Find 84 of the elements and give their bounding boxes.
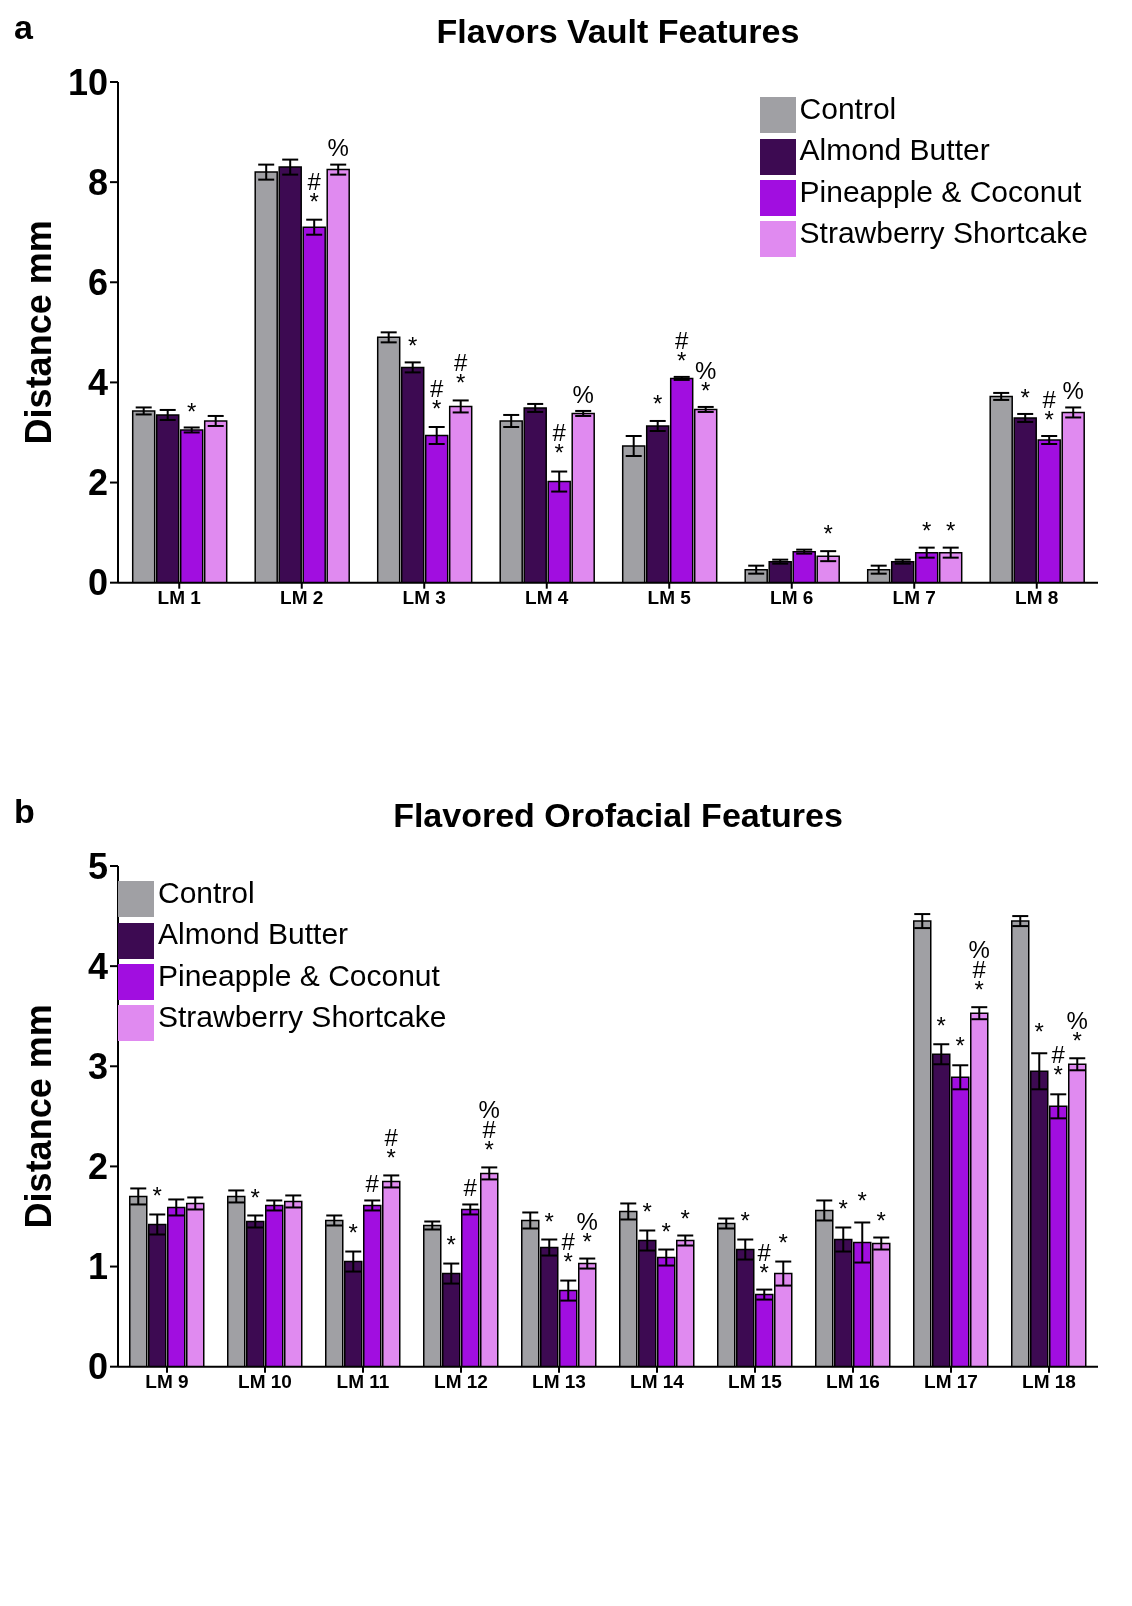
data-label: * (152, 1182, 162, 1210)
legend-label: Strawberry Shortcake (158, 999, 447, 1033)
legend-label: Almond Butter (799, 133, 990, 167)
chart-title: Flavors Vault Features (435, 12, 801, 51)
x-tick-label: LM 6 (770, 587, 814, 609)
y-tick-label: 5 (87, 845, 108, 887)
y-tick-label: 4 (87, 362, 108, 404)
legend-label: Control (799, 92, 897, 125)
data-label: * (946, 516, 956, 544)
data-label: # * (552, 419, 567, 467)
x-tick-label: LM 2 (280, 587, 324, 609)
data-label: * (653, 390, 663, 418)
data-label: % # * (478, 1096, 500, 1164)
data-label: * (446, 1231, 456, 1259)
y-tick-label: 0 (87, 1346, 108, 1388)
y-tick-label: 1 (87, 1246, 108, 1288)
data-label: * (1020, 383, 1030, 411)
x-tick-label: LM 1 (157, 587, 202, 609)
data-label: * (922, 516, 932, 544)
data-label: % (1062, 376, 1084, 404)
data-label: # * (307, 168, 322, 216)
y-tick-label: 10 (67, 61, 108, 103)
data-label: # (365, 1169, 380, 1197)
data-label: * (740, 1207, 750, 1235)
x-tick-label: LM 8 (1015, 587, 1059, 609)
chart-title: Flavored Orofacial Features (392, 796, 844, 835)
data-label: * (876, 1206, 886, 1234)
data-label: * (857, 1186, 867, 1214)
data-label: * (936, 1011, 946, 1039)
data-label: # (463, 1173, 478, 1201)
x-tick-label: LM 16 (826, 1371, 880, 1393)
data-label: # * (1042, 385, 1057, 433)
y-tick-label: 4 (87, 945, 108, 987)
text: * (1034, 1018, 1044, 1046)
x-tick-label: LM 17 (924, 1371, 978, 1393)
legend-label: Pineapple & Coconut (158, 958, 440, 992)
data-label: * (955, 1032, 965, 1060)
y-tick-label: 2 (87, 462, 108, 504)
legend-label: Almond Butter (158, 917, 349, 951)
data-label: * (250, 1184, 260, 1212)
text: * (778, 1228, 788, 1256)
text: b (14, 792, 35, 831)
data-label: % # * (968, 936, 990, 1004)
x-tick-label: LM 15 (728, 1371, 783, 1393)
data-label: * (408, 331, 418, 359)
data-label: % * (695, 357, 717, 405)
legend-label: Control (158, 876, 255, 909)
text: a (14, 8, 33, 47)
x-tick-label: LM 12 (434, 1371, 488, 1393)
data-label: * (642, 1198, 652, 1226)
data-label: % (572, 381, 594, 409)
y-axis-title: Distance mm (17, 1004, 59, 1229)
y-tick-label: 3 (87, 1046, 108, 1088)
data-label: # * (675, 327, 690, 375)
data-label: * (187, 397, 197, 425)
x-tick-label: LM 18 (1022, 1371, 1076, 1393)
legend-label: Strawberry Shortcake (799, 215, 1088, 249)
data-label: % * (576, 1207, 598, 1255)
x-tick-label: LM 9 (145, 1371, 189, 1393)
y-tick-label: 0 (87, 562, 108, 604)
x-tick-label: LM 4 (525, 587, 569, 609)
data-label: * (348, 1219, 358, 1247)
data-label: * (661, 1217, 671, 1245)
y-tick-label: 6 (87, 262, 108, 304)
x-tick-label: LM 5 (647, 587, 692, 609)
data-label: # * (430, 375, 445, 423)
x-tick-label: LM 11 (336, 1371, 390, 1393)
x-tick-label: LM 3 (402, 587, 446, 609)
x-tick-label: LM 7 (892, 587, 936, 609)
data-label: # * (454, 349, 469, 397)
data-label: # * (384, 1124, 399, 1172)
x-tick-label: LM 13 (532, 1371, 586, 1393)
data-label: % * (1066, 1007, 1088, 1055)
y-tick-label: 8 (87, 161, 108, 203)
legend-label: Pineapple & Coconut (799, 174, 1082, 208)
y-axis-title: Distance mm (17, 220, 59, 445)
data-label: * (823, 520, 833, 548)
data-label: % (327, 133, 349, 161)
x-tick-label: LM 10 (238, 1371, 292, 1393)
data-label: * (838, 1194, 848, 1222)
data-label: * (680, 1204, 690, 1232)
x-tick-label: LM 14 (630, 1371, 685, 1393)
text: * (544, 1207, 554, 1235)
y-tick-label: 2 (87, 1146, 108, 1188)
